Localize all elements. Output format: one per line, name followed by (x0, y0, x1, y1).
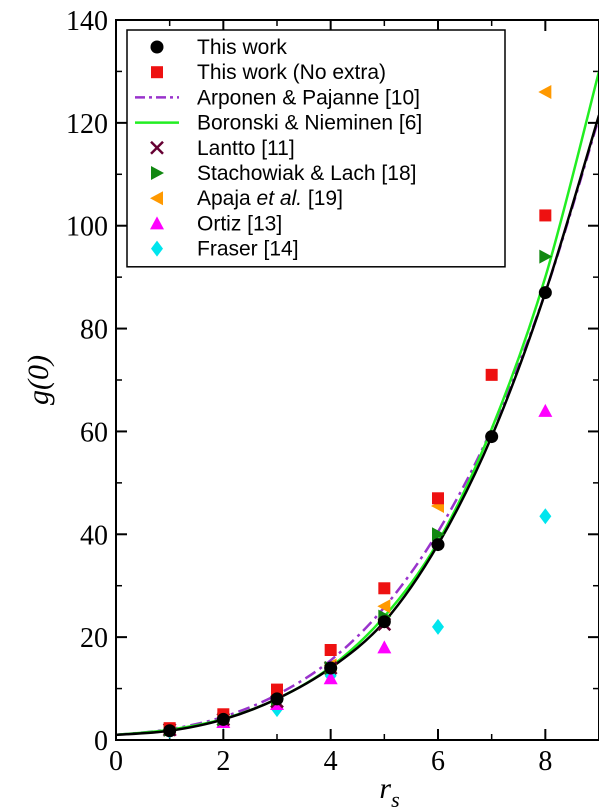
plot-frame (115, 19, 599, 741)
x-tick-label: 6 (431, 746, 445, 777)
x-tick-label: 2 (216, 746, 230, 777)
legend-label: Lantto [11] (197, 137, 295, 160)
y-axis-label: g(0) (22, 355, 55, 405)
y-tick-label: 0 (94, 726, 108, 757)
data-point (538, 403, 553, 417)
y-tick-label: 120 (66, 109, 108, 140)
legend-label: This work (197, 36, 287, 59)
this-work-fit-line (116, 114, 599, 737)
legend-swatch (151, 240, 163, 257)
data-point (216, 712, 230, 726)
x-tick-label: 4 (324, 746, 338, 777)
series-line-arponen (116, 117, 599, 737)
legend-swatch (150, 40, 164, 54)
data-point (377, 599, 391, 614)
y-tick-label: 20 (80, 623, 108, 654)
legend-swatch (150, 191, 163, 206)
legend-swatch (150, 216, 164, 230)
legend-label: Stachowiak & Lach [18] (197, 162, 416, 185)
data-point (271, 683, 283, 696)
data-point (377, 640, 392, 654)
data-point (431, 538, 445, 552)
data-point (432, 492, 444, 505)
legend-label: Boronski & Nieminen [6] (197, 112, 422, 135)
data-point (538, 85, 552, 99)
y-tick-label: 140 (66, 6, 108, 37)
data-point (378, 582, 391, 595)
x-tick-label: 0 (109, 746, 123, 777)
data-point (377, 615, 391, 629)
data-point (539, 508, 552, 525)
y-tick-label: 80 (80, 315, 108, 346)
legend-label: Apaja et al. [19] (197, 187, 343, 210)
data-point (432, 527, 445, 542)
y-tick-label: 40 (80, 520, 108, 551)
legend-swatch (150, 140, 164, 155)
data-point (539, 249, 553, 264)
legend-swatch (151, 166, 164, 180)
y-tick-label: 60 (80, 417, 108, 448)
data-point (270, 692, 284, 706)
x-tick-label: 8 (538, 746, 552, 777)
data-point (324, 661, 338, 675)
x-axis-label: rs (379, 772, 399, 808)
legend-swatch (151, 66, 163, 79)
series-layer (116, 71, 599, 739)
legend-label: Fraser [14] (197, 238, 299, 261)
legend-label: Arponen & Pajanne [10] (197, 86, 420, 109)
data-point (539, 209, 552, 222)
data-point (324, 644, 337, 656)
data-point (538, 286, 552, 300)
legend-box (126, 29, 506, 268)
data-point (163, 724, 177, 738)
y-tick-label: 100 (66, 212, 108, 243)
legend-label: Ortiz [13] (197, 212, 282, 235)
data-point (485, 368, 498, 381)
data-point (432, 618, 444, 635)
legend-label: This work (No extra) (197, 61, 386, 84)
data-point (323, 671, 338, 685)
data-point (485, 430, 499, 444)
